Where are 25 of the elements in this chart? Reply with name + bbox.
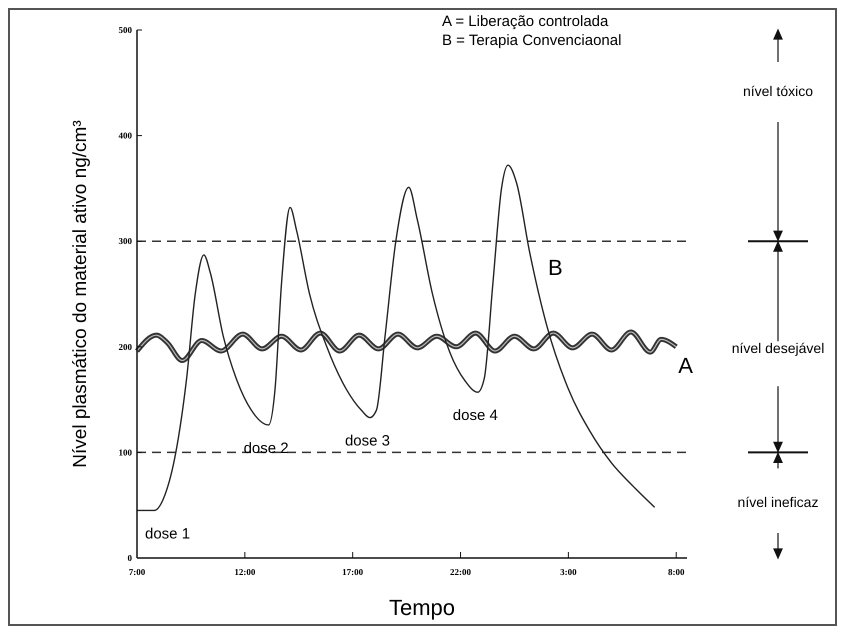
annotation: dose 3 <box>344 432 390 450</box>
text: nível tóxico <box>742 83 814 99</box>
x-tick-label: 3:00 <box>560 567 578 577</box>
line-series <box>136 164 656 512</box>
x-tick-label: 12:00 <box>234 567 256 577</box>
y-tick-label: 400 <box>118 130 132 141</box>
annotation: B = Terapia Convenciaonal <box>442 32 622 49</box>
y-axis-title: Nível plasmático do material ativo ng/cm³ <box>70 120 91 468</box>
y-tick-label: 100 <box>118 447 132 458</box>
y-tick-label: 200 <box>118 342 132 352</box>
y-tick-label: 500 <box>118 25 132 35</box>
x-axis-title: Tempo <box>388 595 456 620</box>
annotation: A = Liberação controlada <box>442 13 610 30</box>
annotation: dose 4 <box>452 407 498 424</box>
text: nível ineficaz <box>738 494 818 510</box>
series-label: B <box>548 255 563 280</box>
x-tick-label: 22:00 <box>450 567 472 577</box>
series-label: A <box>678 352 694 378</box>
y-tick-label: 300 <box>118 236 132 246</box>
x-tick-label: 7:00 <box>128 567 146 577</box>
x-tick-label: 8:00 <box>668 567 685 577</box>
text: nível desejável <box>732 340 824 356</box>
y-tick-label: 0 <box>128 553 132 563</box>
annotation: dose 1 <box>145 525 190 542</box>
x-tick-label: 17:00 <box>342 567 364 577</box>
